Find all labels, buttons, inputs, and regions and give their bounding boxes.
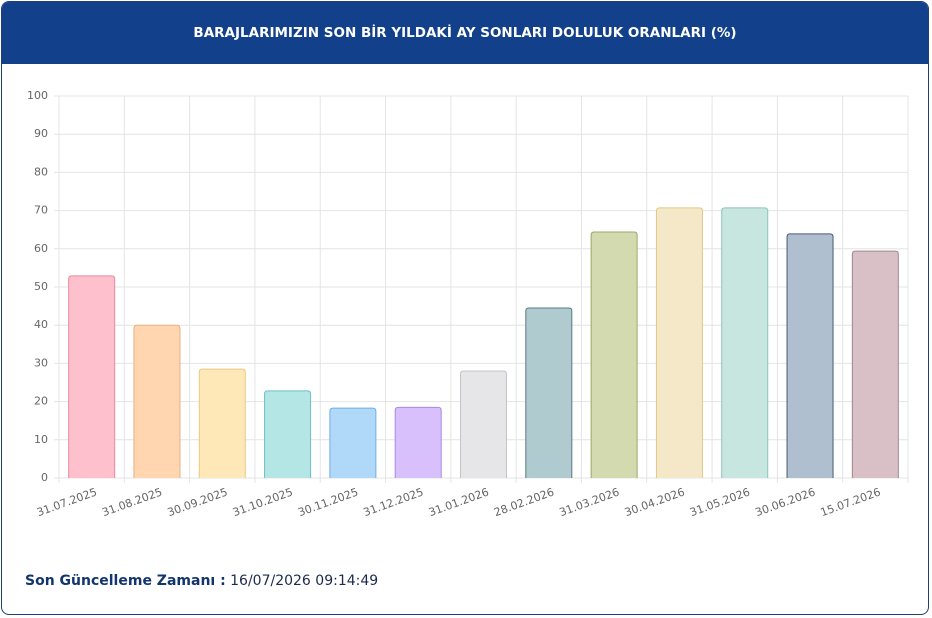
x-tick-label: 31.07.2025 (35, 485, 99, 519)
bar (264, 390, 312, 478)
x-tick-label: 30.11.2025 (296, 485, 360, 519)
y-tick-label: 10 (34, 433, 48, 446)
y-tick-label: 40 (34, 318, 48, 331)
x-tick-label: 15.07.2026 (819, 485, 883, 519)
x-tick-label: 28.02.2026 (492, 485, 556, 519)
bar (721, 207, 769, 478)
bar (133, 324, 181, 478)
x-tick-label: 31.12.2025 (362, 485, 426, 519)
footer-label: Son Güncelleme Zamanı : (25, 573, 226, 589)
x-tick-label: 30.09.2025 (166, 485, 230, 519)
bar (460, 370, 507, 478)
bar (394, 406, 442, 478)
bar (851, 250, 899, 478)
bar (525, 307, 573, 478)
y-tick-label: 90 (34, 127, 48, 140)
bar (68, 275, 116, 478)
x-tick-label: 31.01.2026 (427, 485, 491, 519)
y-tick-label: 60 (34, 242, 48, 255)
bar (198, 368, 246, 478)
y-tick-label: 0 (41, 471, 48, 484)
chart-title: BARAJLARIMIZIN SON BİR YILDAKİ AY SONLAR… (2, 2, 928, 64)
x-tick-label: 31.08.2025 (100, 485, 164, 519)
bar (329, 407, 377, 478)
x-tick-label: 30.06.2026 (753, 485, 817, 519)
y-tick-label: 80 (34, 165, 48, 178)
footer-value: 16/07/2026 09:14:49 (230, 573, 379, 589)
y-tick-label: 20 (34, 395, 48, 408)
y-tick-label: 70 (34, 204, 48, 217)
y-tick-label: 50 (34, 280, 48, 293)
y-tick-label: 100 (27, 89, 48, 102)
y-tick-label: 30 (34, 356, 48, 369)
bar (786, 233, 834, 478)
bar (655, 207, 703, 478)
x-tick-label: 31.05.2026 (688, 485, 752, 519)
x-tick-label: 31.03.2026 (558, 485, 622, 519)
x-tick-label: 31.10.2025 (231, 485, 295, 519)
x-tick-label: 30.04.2026 (623, 485, 687, 519)
bar (590, 231, 638, 478)
footer: Son Güncelleme Zamanı : 16/07/2026 09:14… (25, 573, 378, 589)
